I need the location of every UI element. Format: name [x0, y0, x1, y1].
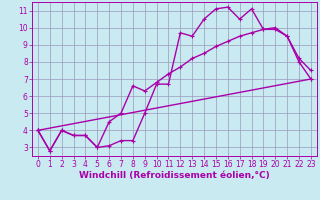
X-axis label: Windchill (Refroidissement éolien,°C): Windchill (Refroidissement éolien,°C) [79, 171, 270, 180]
